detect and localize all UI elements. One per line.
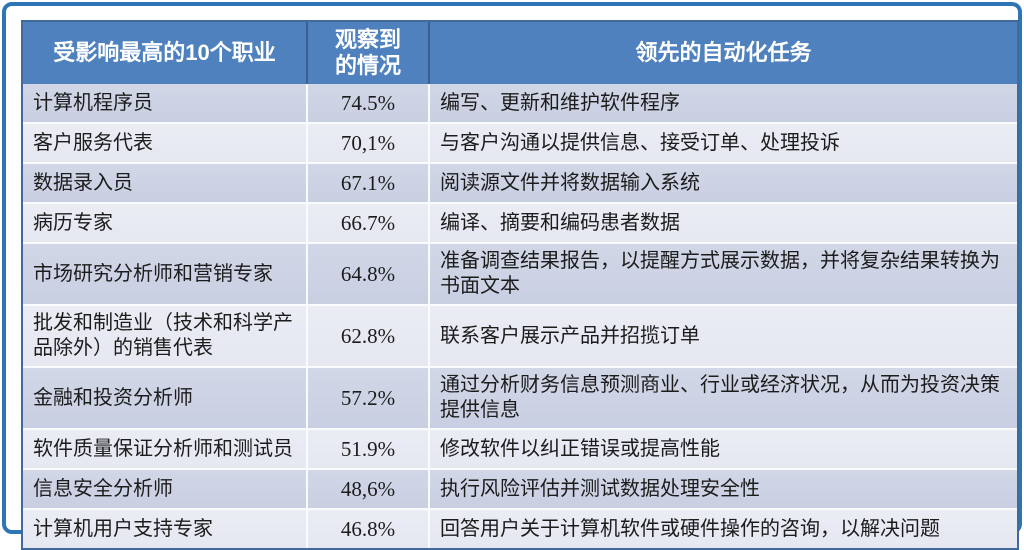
tasks-cell: 阅读源文件并将数据输入系统 xyxy=(428,162,1017,203)
occupation-cell: 市场研究分析师和营销专家 xyxy=(23,242,307,305)
observed-cell: 62.8% xyxy=(306,304,429,367)
table-row: 软件质量保证分析师和测试员 51.9% 修改软件以纠正错误或提高性能 xyxy=(23,428,1017,469)
table-row: 病历专家 66.7% 编译、摘要和编码患者数据 xyxy=(23,202,1017,243)
occupation-cell: 软件质量保证分析师和测试员 xyxy=(23,428,307,469)
tasks-cell: 编译、摘要和编码患者数据 xyxy=(428,202,1017,243)
table-row: 计算机程序员 74.5% 编写、更新和维护软件程序 xyxy=(23,84,1017,123)
occupations-automation-table: 受影响最高的10个职业 观察到 的情况 领先的自动化任务 计算机程序员 74.5… xyxy=(21,20,1019,550)
tasks-cell: 准备调查结果报告，以提醒方式展示数据，并将复杂结果转换为书面文本 xyxy=(428,242,1017,305)
tasks-cell: 编写、更新和维护软件程序 xyxy=(428,84,1017,123)
observed-cell: 64.8% xyxy=(306,242,429,305)
table-body: 计算机程序员 74.5% 编写、更新和维护软件程序 客户服务代表 70,1% 与… xyxy=(23,84,1017,548)
occupation-cell: 批发和制造业（技术和科学产品除外）的销售代表 xyxy=(23,304,307,367)
table-row: 市场研究分析师和营销专家 64.8% 准备调查结果报告，以提醒方式展示数据，并将… xyxy=(23,242,1017,305)
table-row: 批发和制造业（技术和科学产品除外）的销售代表 62.8% 联系客户展示产品并招揽… xyxy=(23,304,1017,367)
tasks-cell: 与客户沟通以提供信息、接受订单、处理投诉 xyxy=(428,122,1017,163)
occupation-cell: 病历专家 xyxy=(23,202,307,243)
tasks-cell: 通过分析财务信息预测商业、行业或经济状况，从而为投资决策提供信息 xyxy=(428,366,1017,429)
table-row: 数据录入员 67.1% 阅读源文件并将数据输入系统 xyxy=(23,162,1017,203)
observed-cell: 67.1% xyxy=(306,162,429,203)
observed-cell: 74.5% xyxy=(306,84,429,123)
table-row: 金融和投资分析师 57.2% 通过分析财务信息预测商业、行业或经济状况，从而为投… xyxy=(23,366,1017,429)
observed-cell: 70,1% xyxy=(306,122,429,163)
header-observed: 观察到 的情况 xyxy=(306,22,429,84)
occupation-cell: 计算机用户支持专家 xyxy=(23,508,307,548)
tasks-cell: 执行风险评估并测试数据处理安全性 xyxy=(428,468,1017,509)
table-row: 计算机用户支持专家 46.8% 回答用户关于计算机软件或硬件操作的咨询，以解决问… xyxy=(23,508,1017,548)
tasks-cell: 回答用户关于计算机软件或硬件操作的咨询，以解决问题 xyxy=(428,508,1017,548)
occupation-cell: 信息安全分析师 xyxy=(23,468,307,509)
table-header: 受影响最高的10个职业 观察到 的情况 领先的自动化任务 xyxy=(23,22,1017,84)
observed-cell: 51.9% xyxy=(306,428,429,469)
header-row: 受影响最高的10个职业 观察到 的情况 领先的自动化任务 xyxy=(23,22,1017,84)
observed-cell: 57.2% xyxy=(306,366,429,429)
tasks-cell: 联系客户展示产品并招揽订单 xyxy=(428,304,1017,367)
data-table: 受影响最高的10个职业 观察到 的情况 领先的自动化任务 计算机程序员 74.5… xyxy=(23,22,1017,548)
occupation-cell: 数据录入员 xyxy=(23,162,307,203)
header-tasks: 领先的自动化任务 xyxy=(428,22,1017,84)
table-row: 客户服务代表 70,1% 与客户沟通以提供信息、接受订单、处理投诉 xyxy=(23,122,1017,163)
occupation-cell: 金融和投资分析师 xyxy=(23,366,307,429)
table-row: 信息安全分析师 48,6% 执行风险评估并测试数据处理安全性 xyxy=(23,468,1017,509)
occupation-cell: 客户服务代表 xyxy=(23,122,307,163)
occupation-cell: 计算机程序员 xyxy=(23,84,307,123)
tasks-cell: 修改软件以纠正错误或提高性能 xyxy=(428,428,1017,469)
observed-cell: 46.8% xyxy=(306,508,429,548)
header-occupations: 受影响最高的10个职业 xyxy=(23,22,307,84)
observed-cell: 48,6% xyxy=(306,468,429,509)
observed-cell: 66.7% xyxy=(306,202,429,243)
